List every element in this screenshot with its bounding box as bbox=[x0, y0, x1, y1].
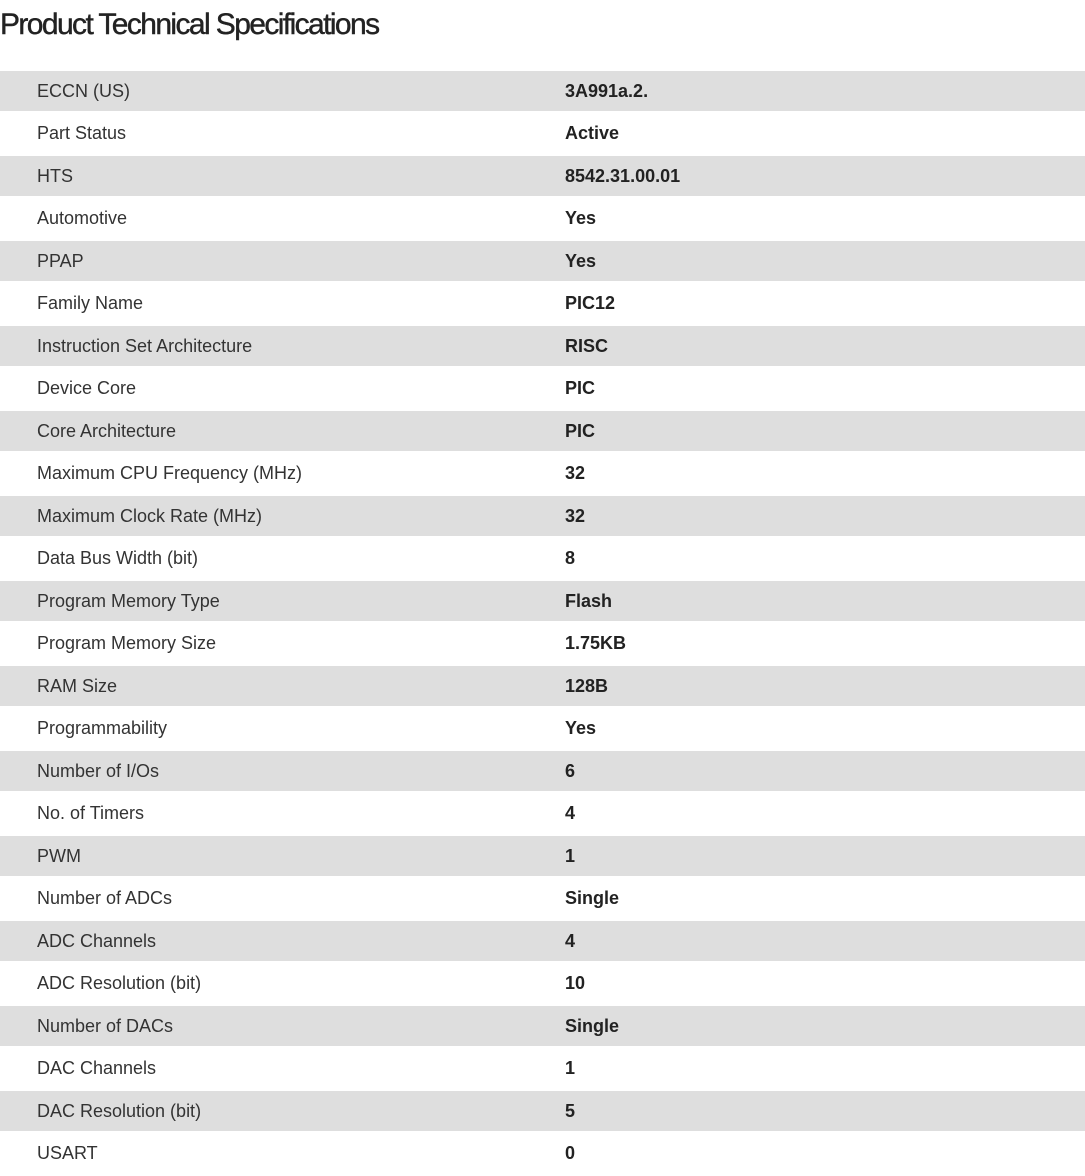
spec-row: Automotive Yes bbox=[0, 196, 1085, 241]
spec-value: RISC bbox=[565, 335, 609, 356]
spec-row: ADC Channels 4 bbox=[0, 921, 1085, 961]
spec-row: Family Name PIC12 bbox=[0, 281, 1085, 326]
spec-label: Device Core bbox=[37, 378, 137, 398]
spec-row: Device Core PIC bbox=[0, 366, 1085, 411]
spec-value: 128B bbox=[565, 675, 609, 696]
spec-row: Data Bus Width (bit) 8 bbox=[0, 536, 1085, 581]
spec-label: DAC Channels bbox=[37, 1058, 157, 1078]
spec-label: Core Architecture bbox=[37, 420, 177, 441]
spec-row: PPAP Yes bbox=[0, 241, 1085, 281]
spec-value: 8542.31.00.01 bbox=[565, 165, 681, 186]
spec-label: Maximum Clock Rate (MHz) bbox=[37, 505, 263, 526]
spec-value: 1 bbox=[565, 1058, 576, 1078]
spec-label: Programmability bbox=[37, 718, 168, 738]
spec-label: Program Memory Size bbox=[37, 633, 217, 653]
spec-row: Maximum Clock Rate (MHz) 32 bbox=[0, 496, 1085, 536]
spec-value: 1 bbox=[565, 845, 576, 866]
spec-row: Number of ADCs Single bbox=[0, 876, 1085, 921]
spec-value: Active bbox=[565, 123, 620, 143]
spec-value: 0 bbox=[565, 1143, 576, 1163]
spec-value: Single bbox=[565, 888, 620, 908]
spec-row: Maximum CPU Frequency (MHz) 32 bbox=[0, 451, 1085, 496]
spec-value: 3A991a.2. bbox=[565, 80, 649, 101]
spec-label: Instruction Set Architecture bbox=[37, 335, 253, 356]
spec-row: Programmability Yes bbox=[0, 706, 1085, 751]
spec-value: 10 bbox=[565, 973, 586, 993]
spec-row: ECCN (US) 3A991a.2. bbox=[0, 71, 1085, 111]
spec-label: PWM bbox=[37, 845, 81, 866]
spec-value: PIC bbox=[565, 420, 596, 441]
spec-value: PIC bbox=[565, 378, 596, 398]
spec-label: ADC Channels bbox=[37, 930, 157, 951]
spec-value: 1.75KB bbox=[565, 633, 627, 653]
spec-label: ECCN (US) bbox=[37, 80, 130, 101]
spec-row: USART 0 bbox=[0, 1131, 1085, 1176]
spec-label: Data Bus Width (bit) bbox=[37, 548, 199, 568]
spec-row: Number of DACs Single bbox=[0, 1006, 1085, 1046]
spec-row: No. of Timers 4 bbox=[0, 791, 1085, 836]
spec-value: Single bbox=[565, 1015, 620, 1036]
spec-label: PPAP bbox=[37, 250, 84, 271]
spec-label: USART bbox=[37, 1143, 98, 1163]
spec-row: DAC Channels 1 bbox=[0, 1046, 1085, 1091]
spec-label: Part Status bbox=[37, 123, 127, 143]
spec-row: ADC Resolution (bit) 10 bbox=[0, 961, 1085, 1006]
spec-value: 8 bbox=[565, 548, 576, 568]
spec-label: Automotive bbox=[37, 208, 128, 228]
spec-label: Maximum CPU Frequency (MHz) bbox=[37, 463, 303, 483]
spec-value: 4 bbox=[565, 803, 576, 823]
spec-label: No. of Timers bbox=[37, 803, 145, 823]
spec-row: Instruction Set Architecture RISC bbox=[0, 326, 1085, 366]
spec-label: Program Memory Type bbox=[37, 590, 220, 611]
spec-label: HTS bbox=[37, 165, 73, 186]
spec-value: Yes bbox=[565, 208, 597, 228]
specs-table: ECCN (US) 3A991a.2. Part Status Active HTS 85… bbox=[0, 71, 1085, 1176]
spec-row: RAM Size 128B bbox=[0, 666, 1085, 706]
spec-value: 32 bbox=[565, 505, 586, 526]
spec-row: Program Memory Size 1.75KB bbox=[0, 621, 1085, 666]
spec-row: Number of I/Os 6 bbox=[0, 751, 1085, 791]
spec-row: DAC Resolution (bit) 5 bbox=[0, 1091, 1085, 1131]
spec-value: PIC12 bbox=[565, 293, 616, 313]
spec-label: DAC Resolution (bit) bbox=[37, 1100, 202, 1121]
spec-row: HTS 8542.31.00.01 bbox=[0, 156, 1085, 196]
spec-row: PWM 1 bbox=[0, 836, 1085, 876]
spec-value: 4 bbox=[565, 930, 576, 951]
spec-value: 32 bbox=[565, 463, 586, 483]
spec-label: Number of DACs bbox=[37, 1015, 174, 1036]
spec-label: Number of I/Os bbox=[37, 760, 160, 781]
spec-label: Number of ADCs bbox=[37, 888, 173, 908]
spec-row: Program Memory Type Flash bbox=[0, 581, 1085, 621]
spec-row: Core Architecture PIC bbox=[0, 411, 1085, 451]
spec-label: Family Name bbox=[37, 293, 144, 313]
spec-value: Yes bbox=[565, 250, 597, 271]
spec-row: Part Status Active bbox=[0, 111, 1085, 156]
spec-value: 5 bbox=[565, 1100, 576, 1121]
spec-label: ADC Resolution (bit) bbox=[37, 973, 202, 993]
spec-value: Yes bbox=[565, 718, 597, 738]
spec-label: RAM Size bbox=[37, 675, 118, 696]
spec-value: Flash bbox=[565, 590, 613, 611]
spec-value: 6 bbox=[565, 760, 576, 781]
page-title: Product Technical Specifications bbox=[0, 8, 380, 41]
